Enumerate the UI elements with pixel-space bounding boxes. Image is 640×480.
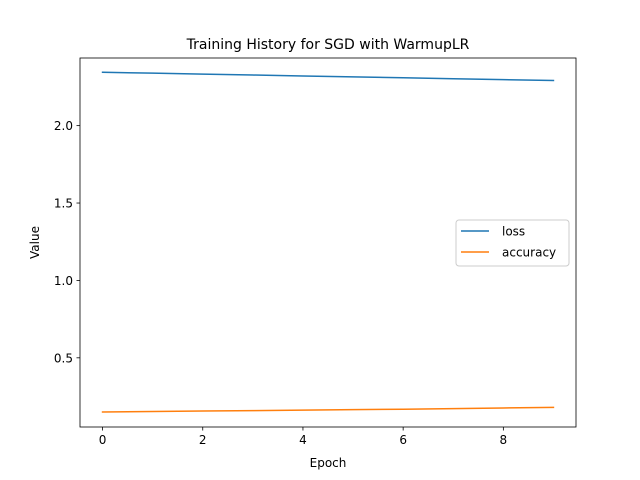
- series-line-loss: [101, 71, 555, 82]
- axes-frame: [79, 57, 577, 428]
- series-layer: [101, 71, 555, 413]
- y-tick-label: 0.5: [54, 351, 73, 365]
- legend-label-loss: loss: [502, 225, 525, 239]
- x-tick-label: 0: [99, 433, 107, 447]
- x-tick-label: 2: [199, 433, 207, 447]
- y-axis: 0.5 1.0 1.5 2.0: [54, 119, 80, 365]
- y-tick-label: 1.0: [54, 274, 73, 288]
- y-tick-label: 2.0: [54, 119, 73, 133]
- plot-area: [79, 57, 577, 428]
- x-axis-label: Epoch: [310, 456, 347, 470]
- x-tick-label: 8: [500, 433, 508, 447]
- legend-items: loss accuracy: [461, 225, 556, 260]
- legend: loss accuracy: [455, 219, 570, 267]
- series-line-accuracy: [101, 406, 555, 413]
- x-tick-label: 4: [299, 433, 307, 447]
- x-axis: 0 2 4 6 8: [99, 427, 507, 447]
- x-tick-label: 6: [399, 433, 407, 447]
- y-tick-label: 1.5: [54, 197, 73, 211]
- legend-label-accuracy: accuracy: [502, 246, 556, 260]
- chart-title: Training History for SGD with WarmupLR: [186, 37, 470, 53]
- y-axis-label: Value: [28, 226, 42, 259]
